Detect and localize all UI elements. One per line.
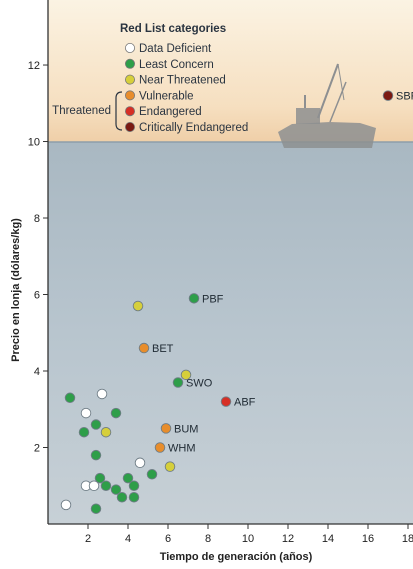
legend: Red List categories Data Deficient Least … bbox=[52, 23, 248, 134]
legend-title: Red List categories bbox=[120, 23, 226, 35]
data-point bbox=[80, 407, 92, 419]
legend-group-bracket bbox=[115, 91, 123, 131]
y-axis-label: Precio en lonja (dólares/kg) bbox=[10, 218, 22, 362]
legend-entries: Data Deficient Least Concern Near Threaten… bbox=[125, 43, 248, 134]
y-tick-label: 4 bbox=[34, 366, 40, 378]
x-tick-label: 6 bbox=[165, 533, 171, 545]
x-tick-label: 12 bbox=[282, 533, 294, 545]
data-point-label: BET bbox=[152, 343, 174, 355]
legend-label-vulnerable: Vulnerable bbox=[139, 90, 194, 102]
data-points: SBF PBF BET SWO ABF BUM WHM bbox=[60, 90, 413, 514]
legend-label-endangered: Endangered bbox=[139, 106, 202, 118]
x-tick-label: 2 bbox=[85, 533, 91, 545]
data-point bbox=[188, 293, 200, 304]
sea-background bbox=[48, 142, 413, 524]
data-point bbox=[160, 423, 172, 434]
x-tick-label: 4 bbox=[125, 533, 131, 545]
x-axis-ticks: 2 4 6 8 10 12 14 16 18 bbox=[85, 524, 413, 545]
x-tick-label: 14 bbox=[322, 533, 334, 545]
legend-marker-least-concern bbox=[125, 58, 136, 69]
data-point bbox=[122, 472, 134, 484]
data-point bbox=[60, 499, 72, 511]
data-point bbox=[128, 480, 140, 492]
data-point bbox=[90, 449, 102, 461]
y-tick-label: 10 bbox=[28, 137, 40, 149]
y-tick-label: 12 bbox=[28, 60, 40, 72]
data-point-label: SBF bbox=[396, 91, 413, 103]
data-point bbox=[100, 480, 112, 492]
x-tick-label: 8 bbox=[205, 533, 211, 545]
y-tick-label: 6 bbox=[34, 290, 40, 302]
legend-marker-data-deficient bbox=[125, 43, 136, 54]
x-tick-label: 10 bbox=[242, 533, 254, 545]
legend-label-critically-endangered: Critically Endangered bbox=[139, 122, 248, 134]
data-point bbox=[96, 388, 108, 400]
data-point bbox=[134, 457, 146, 469]
data-point bbox=[64, 392, 76, 404]
legend-marker-critically-endangered bbox=[125, 122, 136, 133]
data-point bbox=[132, 300, 144, 312]
data-point bbox=[100, 426, 112, 438]
data-point bbox=[94, 472, 106, 484]
data-point-label: BUM bbox=[174, 423, 198, 435]
data-point bbox=[382, 90, 394, 101]
data-point bbox=[90, 419, 102, 430]
x-tick-label: 16 bbox=[362, 533, 374, 545]
legend-label-near-threatened: Near Threatened bbox=[139, 75, 226, 87]
data-point bbox=[220, 396, 232, 407]
data-point bbox=[138, 342, 150, 354]
data-point bbox=[78, 426, 90, 438]
fishing-boat-illustration bbox=[278, 63, 376, 148]
data-point-label: PBF bbox=[202, 293, 224, 305]
legend-marker-vulnerable bbox=[125, 90, 136, 101]
legend-group-label-threatened: Threatened bbox=[52, 105, 111, 117]
legend-marker-near-threatened bbox=[125, 74, 136, 85]
x-tick-label: 18 bbox=[402, 533, 413, 545]
data-point bbox=[110, 407, 122, 419]
legend-label-data-deficient: Data Deficient bbox=[139, 43, 212, 55]
data-point bbox=[90, 503, 102, 514]
data-point bbox=[180, 369, 192, 381]
y-tick-label: 8 bbox=[34, 213, 40, 225]
data-point bbox=[146, 469, 158, 480]
legend-label-least-concern: Least Concern bbox=[139, 59, 214, 71]
y-axis-ticks: 2 4 6 8 10 12 bbox=[28, 60, 48, 455]
y-tick-label: 2 bbox=[34, 443, 40, 455]
data-point bbox=[116, 491, 128, 503]
data-point bbox=[128, 491, 140, 503]
data-point-label: WHM bbox=[168, 443, 196, 455]
data-point-label: ABF bbox=[234, 397, 256, 409]
data-point bbox=[88, 480, 100, 492]
x-axis-label: Tiempo de generación (años) bbox=[160, 551, 313, 563]
legend-marker-endangered bbox=[125, 106, 136, 117]
data-point-label: SWO bbox=[186, 377, 213, 389]
data-point bbox=[164, 461, 176, 472]
sky-background bbox=[48, 0, 413, 142]
data-point bbox=[172, 377, 184, 388]
data-point bbox=[110, 484, 122, 495]
data-point bbox=[154, 442, 166, 453]
